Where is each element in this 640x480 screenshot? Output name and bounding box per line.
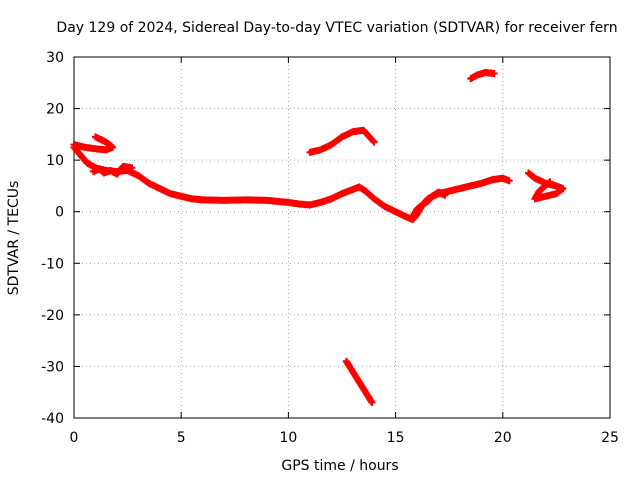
data-markers [70, 133, 117, 154]
plot-border [73, 56, 611, 419]
x-tick-label: 5 [177, 430, 186, 446]
series-recovery-segment [409, 188, 449, 221]
x-axis-label: GPS time / hours [281, 458, 398, 474]
y-tick-label: 0 [55, 205, 64, 221]
x-tick-label: 0 [70, 430, 79, 446]
data-series [70, 68, 567, 407]
tick-labels: 0 5 10 15 20 25 30 20 10 0 -10 -20 -30 -40 [41, 50, 619, 446]
series-high-segment [467, 68, 498, 83]
y-axis-label: SDTVAR / TECUs [6, 181, 22, 296]
plot-frame [73, 56, 611, 419]
data-markers [306, 126, 378, 156]
x-tick-label: 15 [387, 430, 405, 446]
x-tick-label: 20 [494, 430, 512, 446]
series-early-branch [70, 133, 117, 154]
series-late-segment [525, 169, 567, 203]
series-low-segment [342, 357, 376, 407]
data-markers [525, 169, 567, 203]
grid-lines [74, 57, 610, 418]
series-mid-arc [306, 126, 378, 156]
y-tick-label: 30 [46, 50, 64, 66]
y-tick-label: -30 [41, 359, 64, 375]
x-tick-label: 25 [601, 430, 619, 446]
data-markers [89, 162, 136, 178]
data-markers [467, 68, 498, 83]
x-tick-label: 10 [279, 430, 297, 446]
series-wobble-segment [89, 162, 136, 178]
y-tick-label: -10 [41, 256, 64, 272]
y-tick-label: 20 [46, 102, 64, 118]
chart-title: Day 129 of 2024, Sidereal Day-to-day VTE… [56, 20, 617, 36]
y-tick-label: -40 [41, 411, 64, 427]
y-tick-label: -20 [41, 308, 64, 324]
data-markers [409, 188, 449, 221]
data-markers [342, 357, 376, 407]
y-tick-label: 10 [46, 153, 64, 169]
